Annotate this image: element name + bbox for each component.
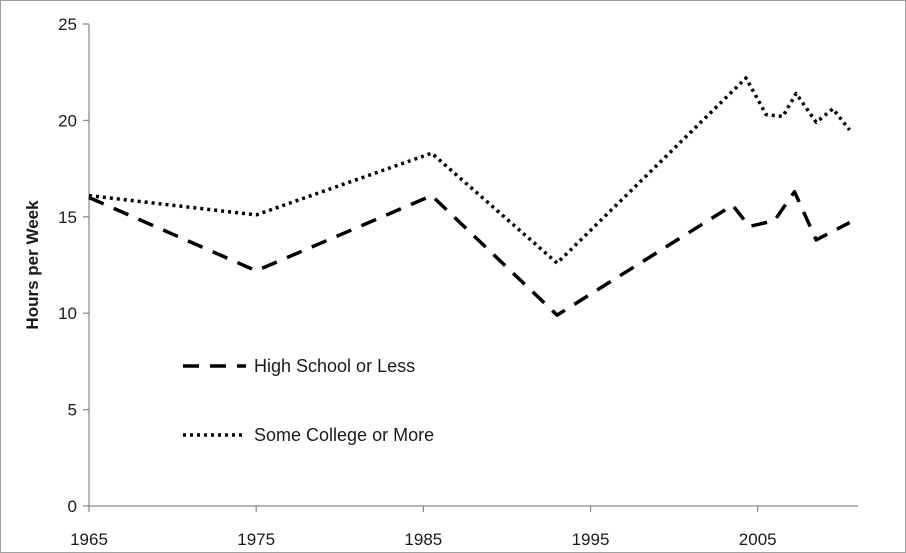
y-tick-label: 15	[58, 208, 77, 227]
series-line-some-college-or-more	[88, 76, 851, 265]
y-tick-label: 25	[58, 15, 77, 34]
x-tick-label: 1985	[404, 530, 442, 549]
x-axis-ticks: 1965 1975 1985 1995 2005	[70, 506, 777, 549]
axes	[88, 24, 858, 507]
legend-label: High School or Less	[254, 356, 415, 376]
y-tick-label: 10	[58, 304, 77, 323]
y-tick-label: 20	[58, 111, 77, 130]
legend-label: Some College or More	[254, 425, 434, 445]
series-line-high-school-or-less	[88, 189, 851, 317]
series-layer	[88, 76, 851, 317]
y-axis-label: Hours per Week	[23, 200, 42, 330]
y-axis-ticks: 0 5 10 15 20 25	[58, 15, 89, 516]
legend: High School or Less Some College or More	[183, 356, 434, 445]
x-tick-label: 1965	[70, 530, 108, 549]
x-tick-label: 1975	[237, 530, 275, 549]
x-tick-label: 1995	[572, 530, 610, 549]
x-tick-label: 2005	[739, 530, 777, 549]
y-tick-label: 5	[68, 401, 77, 420]
y-tick-label: 0	[68, 497, 77, 516]
